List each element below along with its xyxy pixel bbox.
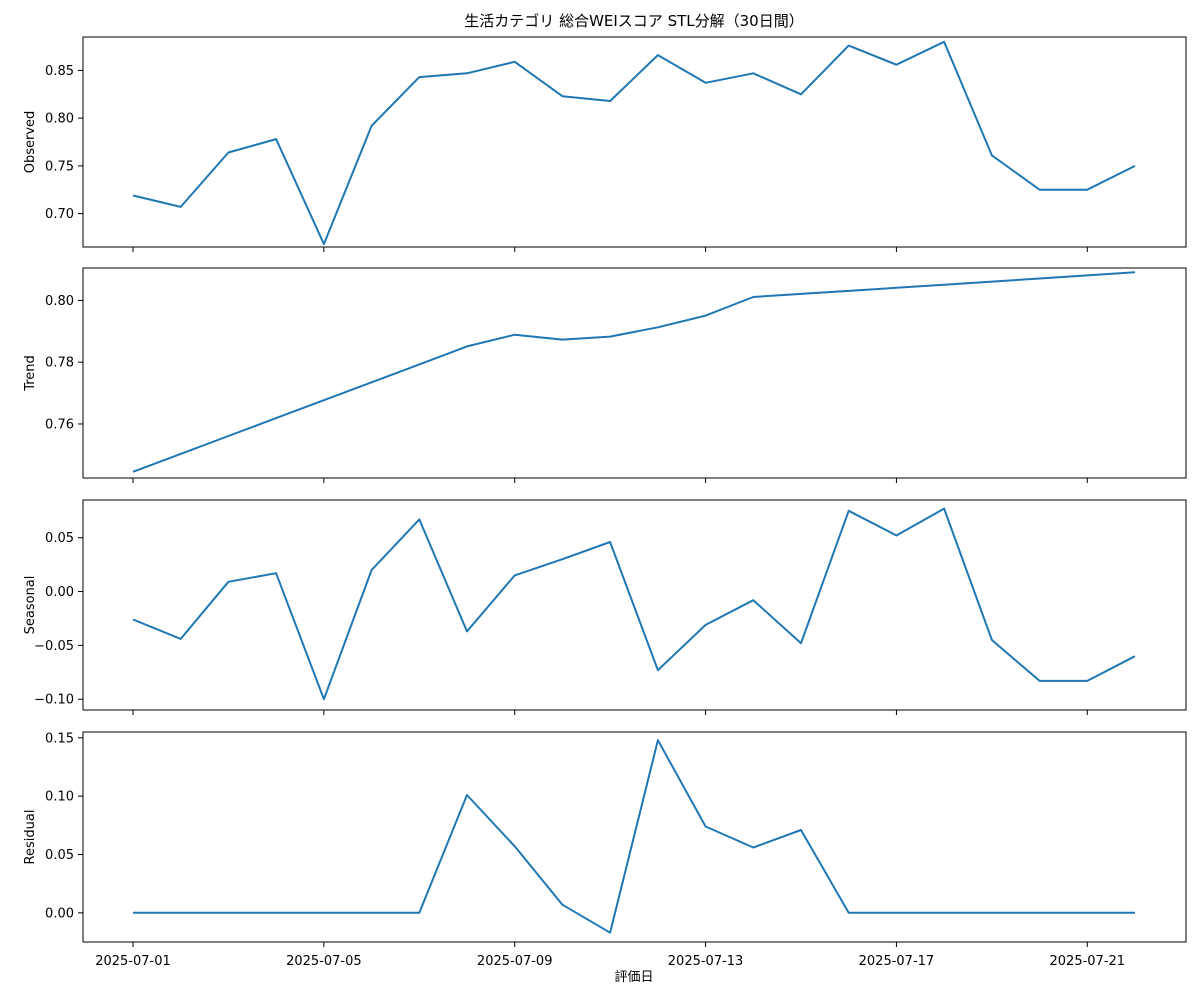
y-tick-label: 0.05 <box>45 848 74 863</box>
panel-residual: 0.00 0.05 0.10 0.15 Residual 2025-07-01 2025-0… <box>23 731 1187 969</box>
x-tick-label: 2025-07-21 <box>1050 954 1126 969</box>
y-axis-label: Observed <box>23 111 38 174</box>
axes-frame <box>82 731 1187 943</box>
y-axis-label: Seasonal <box>23 576 38 635</box>
figure-title: 生活カテゴリ 総合WEIスコア STL分解（30日間） <box>464 12 803 30</box>
y-tick-label: 0.80 <box>45 112 74 127</box>
y-tick-label: 0.78 <box>45 356 74 371</box>
y-tick-label: 0.05 <box>45 531 74 546</box>
panels: 0.70 0.75 0.80 0.85 Observed 0.76 0.78 0.80 Tren… <box>23 36 1187 969</box>
y-tick-label: −0.05 <box>34 639 74 654</box>
x-tick-label: 2025-07-13 <box>668 954 744 969</box>
y-tick-label: −0.10 <box>34 693 74 708</box>
y-tick-label: 0.75 <box>45 159 74 174</box>
series-line-residual <box>133 739 1135 934</box>
x-tick-label: 2025-07-01 <box>95 954 171 969</box>
axes-frame <box>82 36 1187 248</box>
axes-frame <box>82 267 1187 479</box>
y-tick-label: 0.15 <box>45 731 74 746</box>
panel-observed: 0.70 0.75 0.80 0.85 Observed <box>23 36 1187 252</box>
y-tick-label: 0.00 <box>45 585 74 600</box>
y-axis-label: Trend <box>23 355 38 392</box>
panel-seasonal: −0.10 −0.05 0.00 0.05 Seasonal <box>23 499 1187 715</box>
axes-frame <box>82 499 1187 711</box>
series-line-seasonal <box>132 507 1136 701</box>
series-line-trend <box>132 271 1136 473</box>
y-tick-label: 0.70 <box>45 207 74 222</box>
x-tick-label: 2025-07-17 <box>859 954 935 969</box>
y-axis-label: Residual <box>23 810 38 865</box>
y-tick-label: 0.80 <box>45 294 74 309</box>
series-line-observed <box>132 40 1136 246</box>
x-tick-label: 2025-07-09 <box>477 954 553 969</box>
panel-trend: 0.76 0.78 0.80 Trend <box>23 267 1187 483</box>
y-tick-label: 0.85 <box>45 64 74 79</box>
y-tick-label: 0.00 <box>45 906 74 921</box>
y-tick-label: 0.10 <box>45 790 74 805</box>
y-tick-label: 0.76 <box>45 417 74 432</box>
x-axis-label: 評価日 <box>614 970 653 985</box>
x-tick-label: 2025-07-05 <box>286 954 362 969</box>
